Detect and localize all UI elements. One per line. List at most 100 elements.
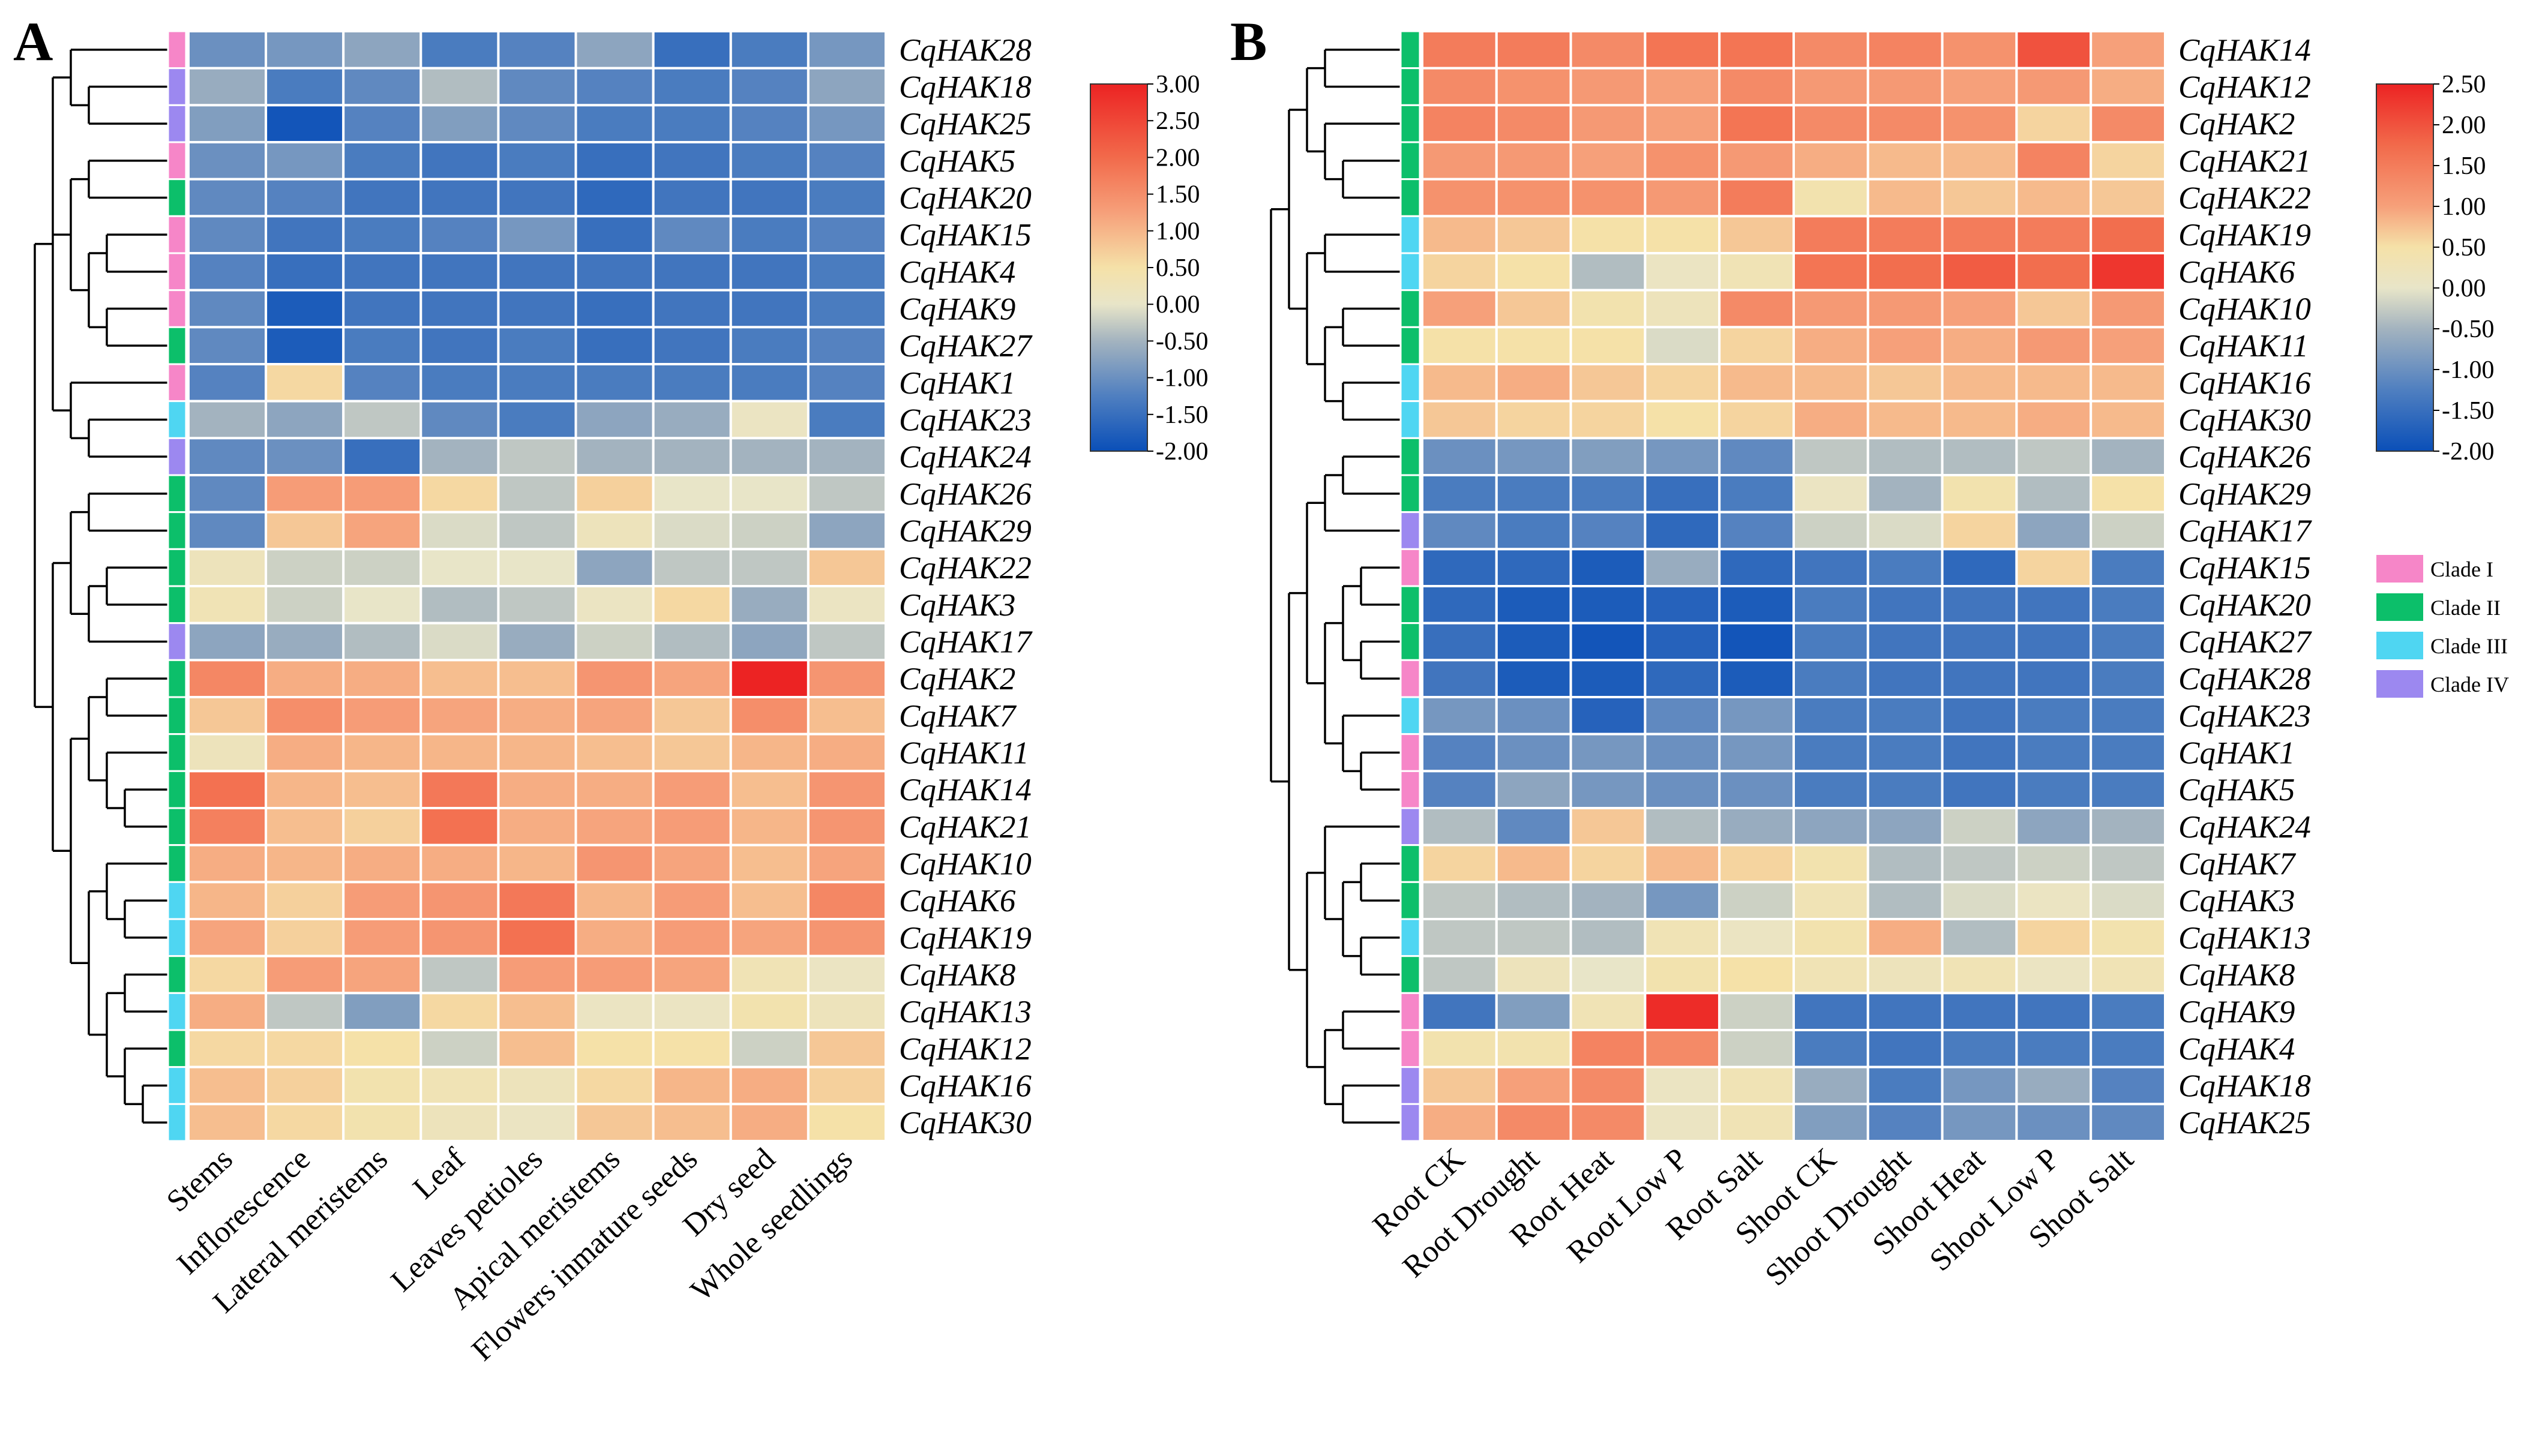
heatmap-cell: [1644, 1065, 1721, 1106]
gene-label: CqHAK4: [899, 255, 1015, 290]
heatmap-cell: [419, 1065, 500, 1106]
heatmap-cell: [1421, 30, 1498, 70]
clade-marker: [167, 1029, 187, 1068]
heatmap-cell: [729, 843, 810, 884]
color-bar-tick-label: 3.00: [1156, 71, 1200, 98]
heatmap-cell: [497, 178, 577, 218]
heatmap-cell: [652, 104, 732, 143]
heatmap-cell: [807, 732, 888, 773]
heatmap-cell: [497, 622, 577, 662]
gene-label: CqHAK8: [2178, 958, 2295, 993]
heatmap-cell: [187, 881, 268, 921]
heatmap-cell: [1644, 807, 1721, 846]
heatmap-cell: [1866, 289, 1944, 329]
heatmap-cell: [1421, 843, 1498, 884]
heatmap-cell: [2015, 326, 2093, 365]
clade-marker: [167, 659, 187, 698]
heatmap-cell: [1941, 400, 2018, 440]
heatmap-cell: [265, 659, 345, 699]
heatmap-cell: [342, 474, 422, 514]
heatmap-cell: [574, 141, 655, 181]
heatmap-cell: [2015, 918, 2093, 957]
heatmap-cell: [1421, 918, 1498, 957]
clade-marker: [167, 881, 187, 920]
heatmap-cell: [1495, 843, 1572, 884]
heatmap-cell: [187, 67, 268, 107]
heatmap-cell: [497, 326, 577, 365]
heatmap-cell: [1718, 326, 1795, 365]
gene-label: CqHAK12: [899, 1032, 1032, 1067]
heatmap-cell: [342, 178, 422, 218]
heatmap-cell: [1569, 30, 1647, 70]
heatmap-cell: [187, 104, 268, 143]
gene-label: CqHAK22: [899, 551, 1032, 586]
heatmap-cell: [1421, 992, 1498, 1032]
heatmap-cell: [1569, 732, 1647, 773]
heatmap-cell: [1421, 954, 1498, 995]
heatmap-cell: [1718, 622, 1795, 662]
clade-marker: [1399, 511, 1421, 550]
clade-marker: [1399, 548, 1421, 587]
heatmap-cell: [265, 918, 345, 957]
heatmap-cell: [2015, 954, 2093, 995]
clade-marker: [167, 696, 187, 735]
heatmap-cell: [2090, 511, 2166, 551]
heatmap-cell: [1792, 67, 1869, 107]
heatmap-cell: [729, 992, 810, 1032]
clade-marker: [167, 437, 187, 476]
clade-marker: [1399, 1029, 1421, 1068]
gene-label: CqHAK15: [899, 218, 1032, 253]
heatmap-cell: [1792, 474, 1869, 514]
heatmap-cell: [419, 437, 500, 476]
clade-legend-label: Clade IV: [2430, 673, 2509, 697]
heatmap-cell: [807, 696, 888, 735]
heatmap-cell: [729, 104, 810, 143]
heatmap-cell: [574, 622, 655, 662]
heatmap-cell: [2090, 843, 2166, 884]
clade-marker: [1399, 363, 1421, 403]
heatmap-cell: [187, 843, 268, 884]
heatmap-cell: [1792, 400, 1869, 440]
heatmap-cell: [2015, 104, 2093, 143]
heatmap-cell: [1718, 511, 1795, 551]
heatmap-cell: [187, 585, 268, 625]
heatmap-cell: [574, 992, 655, 1032]
heatmap-cell: [1866, 1065, 1944, 1106]
heatmap-cell: [729, 1029, 810, 1068]
heatmap-cell: [2015, 770, 2093, 810]
clade-marker: [167, 548, 187, 587]
heatmap-cell: [1941, 954, 2018, 995]
heatmap-cell: [342, 67, 422, 107]
heatmap-cell: [652, 622, 732, 662]
heatmap-cell: [1866, 770, 1944, 810]
heatmap-cell: [1421, 659, 1498, 699]
heatmap-cell: [1569, 252, 1647, 292]
heatmap-cell: [1792, 289, 1869, 329]
heatmap-cell: [419, 141, 500, 181]
heatmap-cell: [1792, 141, 1869, 181]
heatmap-cell: [497, 400, 577, 440]
heatmap-cell: [574, 843, 655, 884]
heatmap-cell: [187, 622, 268, 662]
heatmap-cell: [1644, 954, 1721, 995]
heatmap-cell: [265, 1065, 345, 1106]
heatmap-cell: [419, 918, 500, 957]
heatmap-cell: [807, 881, 888, 921]
clade-marker: [167, 252, 187, 292]
heatmap-cell: [342, 807, 422, 846]
gene-label: CqHAK15: [2178, 551, 2311, 586]
heatmap-cell: [1718, 696, 1795, 735]
heatmap-cell: [574, 954, 655, 995]
heatmap-cell: [1644, 326, 1721, 365]
clade-marker: [167, 104, 187, 143]
heatmap-cell: [2090, 696, 2166, 735]
heatmap-cell: [729, 732, 810, 773]
heatmap-cell: [1792, 104, 1869, 143]
heatmap-cell: [2090, 659, 2166, 699]
heatmap-cell: [497, 215, 577, 255]
heatmap-cell: [1792, 843, 1869, 884]
heatmap-cell: [342, 326, 422, 365]
heatmap-cell: [1941, 104, 2018, 143]
heatmap-cell: [1644, 30, 1721, 70]
heatmap-cell: [1866, 67, 1944, 107]
